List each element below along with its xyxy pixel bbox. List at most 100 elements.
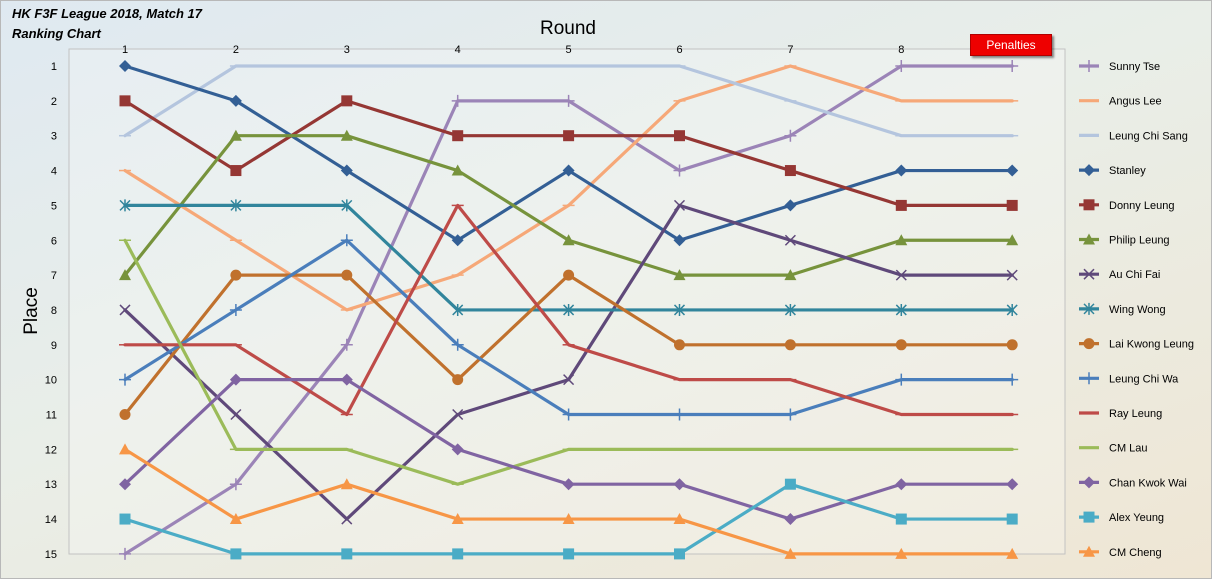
y-axis-title: Place	[21, 287, 42, 335]
data-point	[1083, 338, 1095, 350]
y-tick-label: 15	[45, 549, 57, 561]
data-point	[784, 478, 796, 490]
data-point	[119, 304, 131, 316]
legend-label: Stanley	[1109, 165, 1146, 177]
data-point	[674, 130, 685, 142]
data-point	[895, 269, 907, 281]
legend-entry: Alex Yeung	[1079, 511, 1164, 524]
data-point	[1083, 199, 1095, 211]
data-point	[562, 513, 575, 525]
y-tick-label: 6	[51, 235, 57, 247]
data-point	[229, 513, 242, 525]
data-point	[895, 547, 908, 559]
data-point	[1083, 511, 1095, 523]
y-tick-label: 4	[51, 166, 57, 178]
data-point	[895, 199, 907, 211]
series-lai-kwong-leung	[119, 269, 1018, 420]
data-point	[230, 165, 242, 177]
series-angus-lee	[119, 64, 1019, 312]
legend-entry: Lai Kwong Leung	[1079, 338, 1194, 351]
data-point	[119, 513, 131, 525]
data-point	[341, 548, 353, 560]
data-point	[119, 373, 131, 386]
legend-label: Lai Kwong Leung	[1109, 339, 1194, 351]
penalties-button[interactable]: Penalties	[970, 34, 1052, 56]
data-point	[1006, 513, 1018, 525]
legend-entry: CM Lau	[1079, 443, 1148, 455]
data-point	[1006, 547, 1019, 559]
data-point	[1083, 60, 1095, 72]
data-point	[784, 165, 796, 177]
y-tick-label: 7	[51, 270, 57, 282]
data-point	[563, 374, 575, 386]
y-tick-label: 11	[46, 410, 57, 422]
plot-area	[68, 48, 1066, 555]
data-point	[784, 547, 797, 559]
data-point	[673, 408, 686, 421]
data-point	[340, 129, 353, 141]
data-point	[673, 269, 686, 281]
data-point	[673, 199, 686, 211]
legend-label: Angus Lee	[1109, 96, 1162, 108]
legend-entry: CM Cheng	[1079, 545, 1162, 559]
legend-label: Ray Leung	[1109, 408, 1162, 420]
legend-entry: Chan Kwok Wai	[1079, 476, 1187, 489]
data-point	[673, 164, 686, 177]
data-point	[563, 303, 575, 316]
data-point	[784, 513, 797, 526]
series-leung-chi-sang	[119, 64, 1019, 138]
data-point	[1006, 164, 1019, 177]
data-point	[784, 303, 796, 316]
data-point	[229, 303, 242, 316]
data-point	[673, 513, 686, 525]
data-point	[563, 548, 575, 560]
data-point	[1006, 478, 1019, 491]
data-point	[674, 548, 685, 560]
data-point	[340, 373, 353, 386]
data-point	[1006, 303, 1018, 316]
legend-entry: Leung Chi Wa	[1079, 372, 1179, 385]
data-point	[562, 94, 575, 107]
x-tick-label: 3	[344, 44, 350, 56]
legend-label: Leung Chi Sang	[1109, 130, 1188, 142]
data-point	[784, 199, 797, 212]
legend-label: Wing Wong	[1109, 304, 1166, 316]
data-point	[119, 95, 131, 107]
data-point	[229, 129, 242, 141]
y-tick-label: 9	[51, 340, 57, 352]
data-point	[895, 373, 908, 386]
series-philip-leung	[119, 129, 1019, 281]
legend-entry: Philip Leung	[1079, 233, 1170, 247]
series-chan-kwok-wai	[119, 373, 1019, 526]
y-tick-label: 13	[45, 479, 57, 491]
data-point	[119, 547, 131, 560]
legend-label: Au Chi Fai	[1109, 269, 1160, 281]
x-axis-title: Round	[540, 18, 596, 39]
data-point	[341, 95, 353, 107]
data-point	[562, 234, 575, 246]
data-point	[230, 269, 242, 281]
data-point	[1006, 269, 1018, 281]
data-point	[1083, 268, 1095, 280]
data-point	[229, 478, 242, 491]
x-tick-label: 6	[676, 44, 682, 56]
data-point	[452, 408, 464, 421]
legend-entry: Angus Lee	[1079, 96, 1162, 108]
data-point	[562, 478, 575, 491]
legend-label: Chan Kwok Wai	[1109, 477, 1187, 489]
data-point	[784, 408, 797, 421]
data-point	[119, 269, 131, 281]
data-point	[673, 303, 686, 316]
series-donny-leung	[119, 95, 1018, 211]
data-point	[230, 199, 242, 212]
data-point	[452, 548, 464, 560]
legend-label: CM Cheng	[1109, 547, 1162, 559]
data-point	[340, 478, 353, 490]
chart-title: HK F3F League 2018, Match 17	[12, 6, 203, 21]
legend-label: Sunny Tse	[1109, 61, 1160, 73]
data-point	[119, 60, 131, 72]
legend-entry: Donny Leung	[1079, 199, 1174, 212]
data-point	[1006, 373, 1019, 386]
data-point	[562, 408, 575, 421]
series-alex-yeung	[119, 478, 1018, 560]
